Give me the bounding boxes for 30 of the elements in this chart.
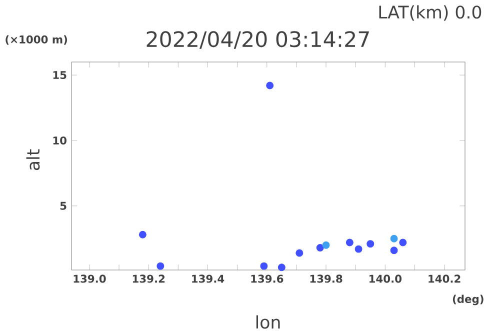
y-tick-label: 10 (53, 136, 66, 145)
point (316, 244, 324, 252)
y-tick-label: 5 (60, 202, 66, 210)
chart-subtitle: LAT(km) 0.0 (379, 5, 482, 21)
x-tick-label: 140.2 (428, 274, 460, 283)
chart-title: 2022/04/20 03:14:27 (146, 31, 369, 49)
point (278, 264, 286, 272)
point (390, 234, 398, 242)
text: (deg) (452, 294, 484, 306)
point (354, 245, 362, 253)
x-tick-label: 139.2 (132, 274, 165, 283)
point (156, 262, 164, 270)
point (260, 262, 268, 270)
text: (×1000 m) (6, 35, 68, 45)
point (322, 241, 330, 249)
point (399, 238, 407, 246)
x-tick-label: 139.8 (310, 274, 342, 283)
x-tick-label: 139.6 (251, 274, 284, 283)
x-tick-label: 139.0 (74, 274, 106, 283)
x-tick-label: 139.4 (192, 274, 224, 283)
point (390, 246, 398, 254)
point (366, 240, 374, 248)
y-axis-title: alt (26, 149, 40, 170)
x-tick-label: 140.0 (370, 274, 402, 283)
point (296, 249, 304, 257)
point (346, 238, 354, 246)
y-tick-label: 15 (53, 71, 66, 80)
point (266, 82, 274, 90)
point (138, 230, 146, 238)
x-axis-title: lon (256, 315, 280, 329)
